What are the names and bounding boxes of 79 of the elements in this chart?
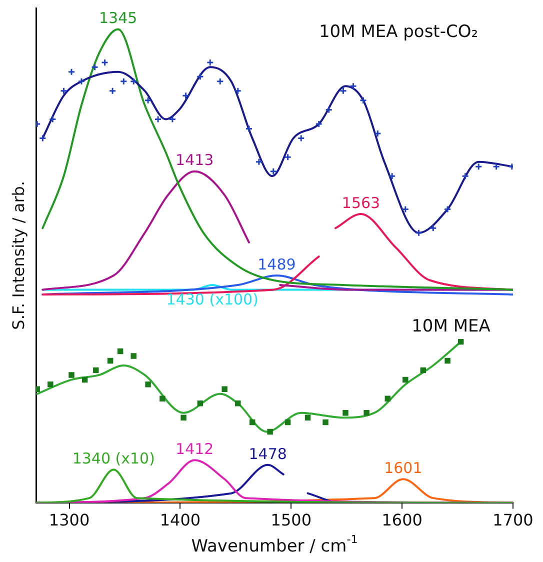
point [255, 158, 263, 166]
point [267, 428, 273, 435]
point [68, 372, 74, 378]
point [197, 400, 204, 406]
point [359, 96, 367, 104]
point [107, 358, 114, 364]
annotation: 10M MEA [412, 316, 491, 337]
point [249, 419, 256, 426]
point [388, 172, 396, 180]
point [444, 205, 452, 213]
point [284, 419, 291, 426]
point [402, 205, 410, 213]
series-label: 1478 [248, 444, 287, 463]
series-label: 1345 [98, 9, 138, 28]
point [91, 63, 99, 71]
point [474, 162, 482, 170]
point [374, 130, 382, 138]
point [168, 116, 176, 124]
x-tick-label: 1400 [160, 510, 201, 530]
point [297, 134, 305, 142]
point [304, 414, 311, 420]
point [154, 116, 162, 124]
point [234, 87, 242, 95]
point [384, 396, 391, 402]
series-label: 1563 [342, 194, 380, 212]
point [462, 172, 470, 180]
x-tick-label: 1500 [270, 510, 312, 530]
point [130, 353, 136, 359]
point [68, 68, 76, 76]
point [325, 106, 333, 114]
point [101, 58, 109, 66]
series-label: 1489 [258, 255, 296, 274]
x-tick-label: 1300 [48, 510, 90, 530]
x-tick-label: 1600 [382, 510, 422, 530]
point [420, 367, 426, 374]
point [492, 162, 500, 170]
point [48, 116, 56, 124]
point [180, 414, 186, 420]
point [315, 120, 323, 128]
point [222, 386, 228, 392]
point [144, 96, 152, 104]
point [444, 358, 450, 364]
x-tick-label: 1700 [492, 510, 534, 530]
point [429, 224, 437, 232]
point [38, 134, 46, 142]
point [196, 72, 204, 80]
point [235, 400, 241, 406]
series-label: 1430 (x100) [166, 290, 258, 309]
point [93, 367, 99, 374]
point [60, 87, 68, 95]
point [182, 92, 190, 100]
series-label: 1340 (x10) [72, 450, 155, 468]
point [117, 348, 124, 354]
point [342, 410, 348, 416]
point [120, 78, 128, 86]
point [216, 78, 224, 86]
series-label: 1412 [176, 440, 214, 458]
point [206, 58, 214, 66]
point [350, 82, 358, 90]
series-label: 1413 [176, 151, 214, 170]
point [82, 376, 88, 383]
point [414, 229, 422, 237]
point [108, 87, 116, 95]
point [270, 168, 278, 176]
annotation: 10M MEA post-CO₂ [318, 22, 478, 42]
y-axis-title: S.F. Intensity / arb. [9, 180, 28, 330]
point [245, 124, 253, 132]
point [364, 410, 370, 416]
point [402, 376, 408, 383]
point [130, 78, 138, 86]
point [458, 338, 464, 345]
point [160, 396, 166, 402]
point [322, 419, 328, 426]
point [78, 78, 86, 86]
point [284, 153, 292, 161]
series-label: 1601 [384, 459, 422, 478]
point [340, 87, 348, 95]
point [145, 382, 151, 388]
point [48, 382, 54, 388]
